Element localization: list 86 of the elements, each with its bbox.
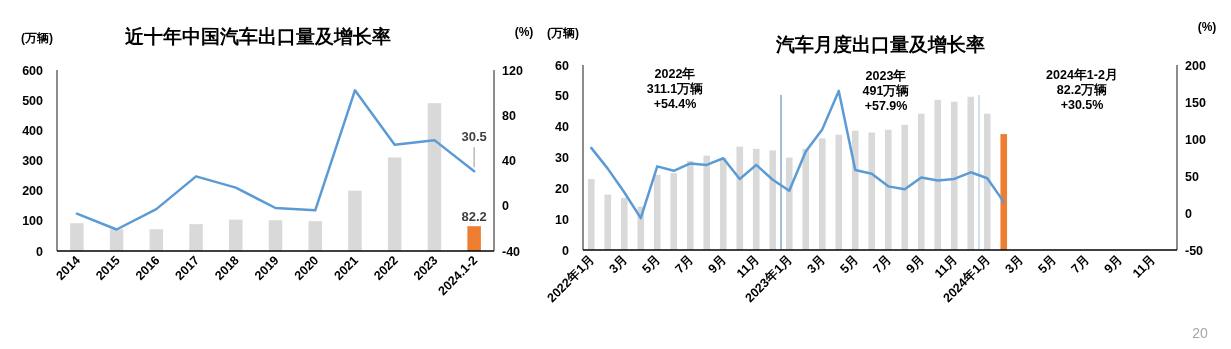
x-tick-label: 5月 — [639, 252, 664, 277]
y-tick-label: 60 — [555, 58, 570, 73]
bar — [620, 197, 628, 250]
bar — [785, 157, 793, 250]
bar — [653, 174, 661, 250]
annotation: 2024年1-2月 82.2万辆 +30.5% — [1046, 68, 1118, 112]
y-tick-label: 200 — [22, 184, 44, 199]
y-tick-label: 600 — [22, 63, 44, 78]
y-tick-label: 500 — [22, 93, 44, 108]
y-tick-label: 40 — [555, 120, 570, 135]
bar — [703, 155, 711, 250]
bar — [149, 229, 164, 251]
x-tick-label: 9月 — [903, 252, 928, 277]
bar — [427, 103, 442, 251]
bar — [686, 160, 694, 250]
bar — [769, 150, 777, 250]
y2-tick-label: 120 — [502, 63, 523, 78]
y-tick-label: 10 — [555, 212, 570, 227]
x-tick-label: 3月 — [606, 252, 631, 277]
bar — [835, 134, 843, 250]
bar — [268, 220, 283, 251]
y2-tick-label: 0 — [1185, 206, 1192, 221]
bar — [308, 221, 322, 251]
y2-tick-label: 80 — [502, 108, 516, 123]
y-axis-title: (万辆) — [547, 26, 579, 40]
y-axis-title: (万辆) — [21, 31, 53, 45]
x-tick-label: 7月 — [870, 252, 895, 277]
x-tick-label: 9月 — [1101, 252, 1126, 277]
y2-axis-title: (%) — [1197, 20, 1217, 34]
y-tick-label: 0 — [562, 243, 570, 258]
bar — [348, 190, 362, 251]
bar — [884, 129, 892, 250]
bar — [917, 113, 925, 250]
bar — [229, 219, 243, 251]
y2-tick-label: 50 — [1185, 169, 1199, 184]
chart-title: 汽车月度出口量及增长率 — [774, 34, 985, 55]
x-tick-label: 7月 — [672, 252, 697, 277]
bar — [752, 148, 760, 250]
chart-title: 近十年中国汽车出口量及增长率 — [124, 26, 391, 47]
y2-tick-label: 100 — [1185, 132, 1206, 147]
y2-tick-label: -40 — [502, 244, 521, 259]
y2-tick-label: 150 — [1185, 95, 1206, 110]
x-tick-label: 5月 — [837, 252, 862, 277]
bar — [387, 157, 402, 251]
annotation: 2022年 311.1万辆 +54.4% — [646, 67, 704, 111]
bar — [967, 96, 975, 250]
bar — [604, 194, 612, 250]
x-tick-label: 9月 — [705, 252, 730, 277]
y-tick-label: 20 — [555, 181, 570, 196]
x-tick-label: 7月 — [1068, 252, 1093, 277]
data-label: 30.5 — [461, 129, 487, 145]
bar — [109, 229, 124, 251]
bar — [934, 99, 942, 250]
y-tick-label: 100 — [22, 214, 44, 229]
bar — [950, 101, 958, 250]
data-label: 82.2 — [461, 209, 487, 225]
x-tick-label: 3月 — [1002, 252, 1027, 277]
bar — [719, 158, 727, 250]
bar — [818, 138, 826, 250]
bar — [70, 223, 84, 251]
bar — [587, 179, 595, 250]
x-tick-label: 11月 — [1129, 252, 1159, 281]
x-tick-label: 5月 — [1035, 252, 1060, 277]
annotation: 2023年 491万辆 +57.9% — [862, 69, 910, 113]
y-tick-label: 0 — [36, 244, 44, 259]
bar — [851, 130, 859, 250]
bar — [670, 173, 678, 250]
bar — [736, 146, 744, 250]
text: 20 — [1192, 325, 1208, 341]
y-tick-label: 300 — [22, 154, 44, 168]
y2-tick-label: 200 — [1185, 58, 1206, 73]
bar — [983, 113, 991, 250]
bar — [802, 148, 810, 250]
bar — [901, 124, 909, 250]
y-tick-label: 30 — [555, 151, 570, 165]
bar — [868, 132, 876, 250]
y2-tick-label: -50 — [1185, 243, 1204, 258]
bar — [467, 226, 481, 251]
y-tick-label: 50 — [555, 89, 570, 104]
y2-tick-label: 0 — [502, 199, 509, 214]
bar — [1000, 134, 1008, 250]
y2-axis-title: (%) — [514, 25, 534, 39]
y-tick-label: 400 — [22, 123, 44, 138]
x-tick-label: 3月 — [804, 252, 829, 277]
y2-tick-label: 40 — [502, 154, 516, 168]
bar — [189, 224, 203, 251]
